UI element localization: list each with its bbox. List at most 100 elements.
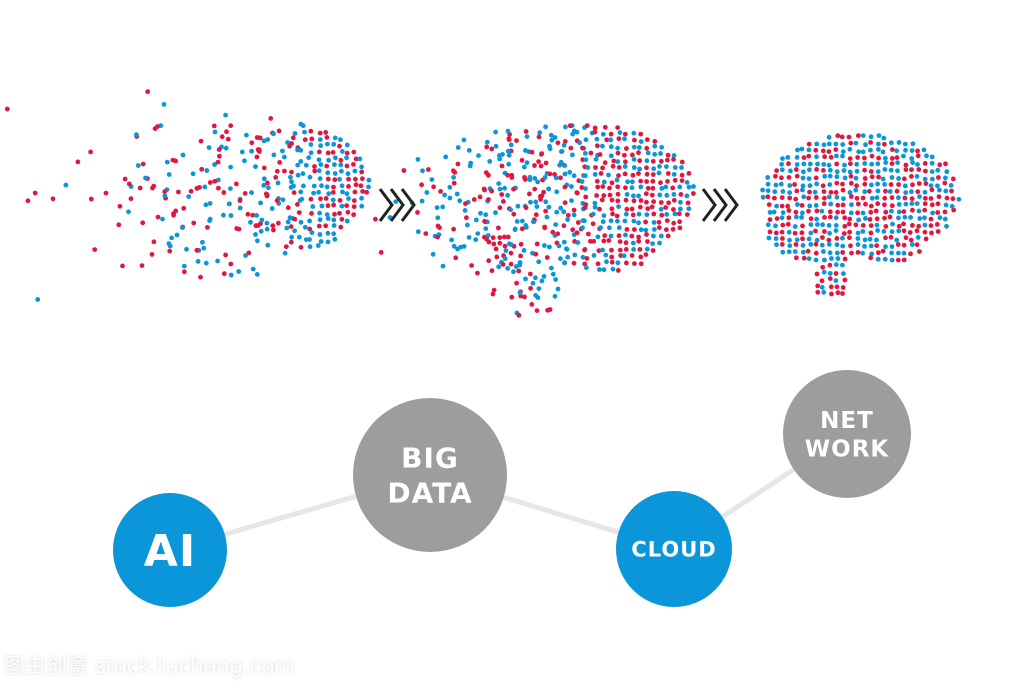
particle-dot: [895, 242, 901, 247]
particle-dot: [615, 260, 621, 266]
particle-dot: [539, 151, 544, 157]
particle-dot: [517, 290, 523, 296]
particle-dot: [579, 185, 585, 190]
particle-dot: [874, 195, 880, 201]
particle-dot: [869, 251, 875, 257]
particle-dot: [515, 203, 521, 209]
particle-dot: [264, 192, 270, 198]
particle-dot: [615, 150, 621, 156]
particle-dot: [874, 222, 880, 228]
particle-dot: [482, 187, 487, 193]
particle-dot: [786, 175, 792, 180]
particle-dot: [658, 180, 663, 186]
particle-dot: [876, 141, 881, 147]
particle-dot: [332, 171, 338, 176]
particle-dot: [497, 156, 503, 162]
particle-dot: [917, 249, 922, 254]
particle-dot: [482, 218, 487, 224]
particle-dot: [883, 209, 889, 215]
particle-dot: [532, 176, 538, 181]
particle-dot: [880, 149, 886, 155]
particle-dot: [563, 124, 568, 130]
particle-dot: [652, 139, 658, 144]
particle-dot: [527, 177, 533, 183]
particle-dot: [785, 155, 791, 160]
particle-dot: [883, 244, 888, 250]
particle-dot: [223, 252, 229, 258]
particle-dot: [570, 152, 575, 158]
particle-dot: [787, 195, 793, 201]
particle-dot: [834, 161, 840, 167]
particle-dot: [630, 172, 636, 178]
particle-dot: [821, 289, 827, 295]
particle-dot: [323, 130, 329, 135]
particle-dot: [116, 222, 122, 228]
particle-dot: [773, 236, 779, 242]
particle-dot: [528, 285, 533, 291]
particle-dot: [549, 265, 554, 271]
particle-dot: [808, 242, 814, 247]
particle-dot: [819, 208, 825, 214]
particle-dot: [221, 212, 226, 218]
particle-dot: [207, 218, 213, 224]
particle-dot: [915, 148, 920, 154]
particle-dot: [281, 154, 287, 160]
particle-dot: [813, 257, 819, 263]
particle-dot: [847, 229, 852, 235]
particle-dot: [629, 185, 635, 191]
particle-dot: [657, 164, 662, 169]
particle-dot: [909, 242, 915, 247]
particle-dot: [901, 257, 907, 263]
particle-dot: [155, 124, 160, 129]
particle-dot: [126, 209, 131, 215]
particle-dot: [584, 123, 590, 128]
particle-dot: [765, 222, 771, 228]
node-label: DATA: [387, 477, 472, 510]
particle-dot: [592, 172, 598, 177]
particle-dot: [440, 204, 446, 210]
particle-dot: [580, 145, 585, 151]
particle-dot: [338, 162, 344, 168]
particle-dot: [847, 235, 852, 241]
particle-dot: [943, 188, 949, 194]
particle-dot: [307, 226, 313, 232]
particle-dot: [671, 192, 677, 197]
particle-dot: [562, 171, 568, 177]
particle-dot: [331, 217, 337, 223]
particle-dot: [928, 183, 934, 189]
particle-dot: [617, 130, 623, 136]
particle-dot: [502, 234, 507, 240]
particle-dot: [508, 242, 514, 247]
particle-dot: [476, 153, 481, 159]
particle-dot: [834, 242, 840, 248]
particle-dot: [582, 151, 588, 156]
particle-dot: [786, 249, 792, 255]
particle-dot: [242, 158, 247, 164]
particle-dot: [651, 233, 656, 239]
particle-dot: [554, 209, 560, 215]
particle-dot: [630, 152, 635, 158]
particle-dot: [876, 155, 881, 161]
particle-dot: [916, 223, 922, 229]
particle-dot: [140, 220, 146, 226]
particle-dot: [415, 229, 421, 235]
particle-dot: [890, 221, 895, 227]
particle-dot: [644, 158, 650, 164]
particle-dot: [883, 224, 889, 229]
particle-dot: [894, 237, 900, 243]
particle-dot: [508, 142, 514, 148]
connectors: [169, 431, 849, 553]
particle-dot: [896, 202, 902, 207]
particle-dot: [774, 242, 779, 248]
particle-dot: [875, 181, 880, 187]
particle-dot: [423, 231, 429, 237]
particle-dot: [826, 141, 832, 147]
particle-dot: [766, 202, 772, 208]
particle-dot: [575, 220, 581, 225]
particle-dot: [316, 157, 322, 163]
particle-dot: [169, 235, 175, 241]
particle-dot: [493, 129, 498, 135]
particle-dot: [814, 181, 820, 187]
particle-dot: [317, 176, 323, 182]
particle-dot: [205, 225, 210, 230]
